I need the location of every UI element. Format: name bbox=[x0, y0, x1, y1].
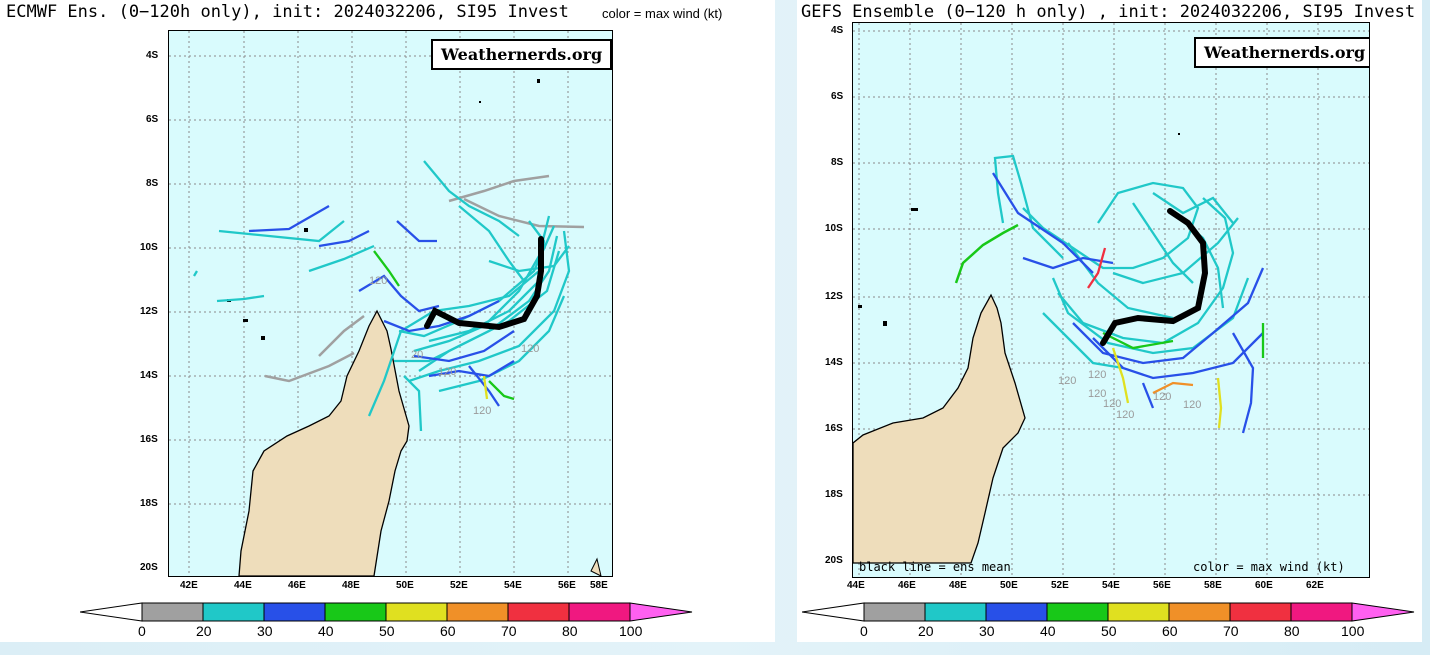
lon-label: 52E bbox=[450, 580, 468, 591]
colorbar-tick: 70 bbox=[1223, 623, 1239, 639]
lat-label: 14S bbox=[140, 370, 158, 381]
colorbar-tick: 0 bbox=[860, 623, 868, 639]
hour-label: 20 bbox=[411, 349, 424, 361]
gefs-mean-track bbox=[1100, 208, 1209, 346]
gefs-panel: GEFS Ensemble (0−120 h only) , init: 202… bbox=[797, 0, 1422, 642]
ecmwf-brand-logo: Weathernerds.org bbox=[431, 39, 612, 70]
lat-label: 16S bbox=[140, 434, 158, 445]
lat-label: 4S bbox=[831, 25, 844, 36]
lat-label: 12S bbox=[140, 306, 158, 317]
colorbar-tick: 30 bbox=[257, 623, 273, 639]
colorbar-tick: 60 bbox=[440, 623, 456, 639]
lat-label: 4S bbox=[146, 50, 159, 61]
lon-label: 56E bbox=[1153, 580, 1171, 591]
ecmwf-map-canvas bbox=[169, 31, 612, 576]
colorbar-tick: 100 bbox=[619, 623, 643, 639]
colorbar-tick: 60 bbox=[1162, 623, 1178, 639]
lat-label: 20S bbox=[140, 562, 158, 573]
colorbar-tick: 30 bbox=[979, 623, 995, 639]
ecmwf-mean-track bbox=[424, 236, 544, 331]
hour-label: 120 bbox=[1088, 388, 1107, 400]
madagascar-landmass bbox=[238, 309, 410, 576]
hour-label: 120 bbox=[1088, 369, 1107, 381]
lat-label: 10S bbox=[140, 242, 158, 253]
lat-label: 10S bbox=[825, 223, 843, 234]
hour-label: 120 bbox=[1153, 391, 1172, 403]
colorbar-tick: 80 bbox=[1284, 623, 1300, 639]
colorbar-tick: 20 bbox=[196, 623, 212, 639]
hour-label: 120 bbox=[521, 343, 540, 355]
hour-label: 120 bbox=[1103, 398, 1122, 410]
colorbar-tick: 40 bbox=[1040, 623, 1056, 639]
lat-label: 20S bbox=[825, 555, 843, 566]
madagascar-landmass bbox=[853, 293, 1026, 564]
hour-label: 120 bbox=[1116, 409, 1135, 421]
colorbar-tick: 50 bbox=[1101, 623, 1117, 639]
lon-label: 62E bbox=[1306, 580, 1324, 591]
hour-label: 120 bbox=[1183, 399, 1202, 411]
lon-label: 52E bbox=[1051, 580, 1069, 591]
gefs-colorbar bbox=[802, 602, 1415, 622]
lat-label: 14S bbox=[825, 357, 843, 368]
lon-label: 46E bbox=[288, 580, 306, 591]
colorbar-tick: 70 bbox=[501, 623, 517, 639]
lon-label: 58E bbox=[590, 580, 608, 591]
lon-label: 48E bbox=[949, 580, 967, 591]
ecmwf-title: ECMWF Ens. (0−120h only), init: 20240322… bbox=[6, 2, 569, 22]
ecmwf-panel: ECMWF Ens. (0−120h only), init: 20240322… bbox=[6, 2, 723, 639]
lat-label: 16S bbox=[825, 423, 843, 434]
lon-label: 54E bbox=[504, 580, 522, 591]
colorbar-tick: 80 bbox=[562, 623, 578, 639]
lon-label: 44E bbox=[234, 580, 252, 591]
hour-label: 120 bbox=[438, 366, 457, 378]
hour-label: 120 bbox=[369, 275, 388, 287]
gefs-track-map: Weathernerds.org black line = ens mean c… bbox=[852, 22, 1370, 578]
colorbar-tick: 40 bbox=[318, 623, 334, 639]
lon-label: 54E bbox=[1102, 580, 1120, 591]
lat-label: 12S bbox=[825, 291, 843, 302]
lon-label: 42E bbox=[180, 580, 198, 591]
lon-label: 50E bbox=[1000, 580, 1018, 591]
colorbar-tick: 100 bbox=[1341, 623, 1365, 639]
lon-label: 46E bbox=[898, 580, 916, 591]
lat-label: 8S bbox=[146, 178, 159, 189]
colorbar-tick: 50 bbox=[379, 623, 395, 639]
gefs-legend-note: color = max wind (kt) bbox=[1193, 560, 1345, 574]
lon-label: 48E bbox=[342, 580, 360, 591]
lat-label: 8S bbox=[831, 157, 844, 168]
lon-label: 50E bbox=[396, 580, 414, 591]
lat-label: 18S bbox=[140, 498, 158, 509]
ecmwf-legend-note: color = max wind (kt) bbox=[602, 6, 723, 21]
hour-label: 120 bbox=[1058, 375, 1077, 387]
lat-label: 18S bbox=[825, 489, 843, 500]
lon-label: 44E bbox=[847, 580, 865, 591]
hour-label: 120 bbox=[473, 405, 492, 417]
lon-label: 58E bbox=[1204, 580, 1222, 591]
colorbar-tick: 20 bbox=[918, 623, 934, 639]
gefs-mean-note: black line = ens mean bbox=[859, 560, 1011, 574]
colorbar-tick: 0 bbox=[138, 623, 146, 639]
lon-label: 60E bbox=[1255, 580, 1273, 591]
gefs-title: GEFS Ensemble (0−120 h only) , init: 202… bbox=[801, 2, 1416, 22]
ecmwf-colorbar bbox=[80, 602, 693, 622]
lat-label: 6S bbox=[831, 91, 844, 102]
lat-label: 6S bbox=[146, 114, 159, 125]
lon-label: 56E bbox=[558, 580, 576, 591]
ecmwf-track-map: Weathernerds.org 120 120 120 120 20 bbox=[168, 30, 613, 577]
gefs-brand-logo: Weathernerds.org bbox=[1194, 37, 1369, 68]
gefs-map-canvas bbox=[853, 23, 1369, 577]
